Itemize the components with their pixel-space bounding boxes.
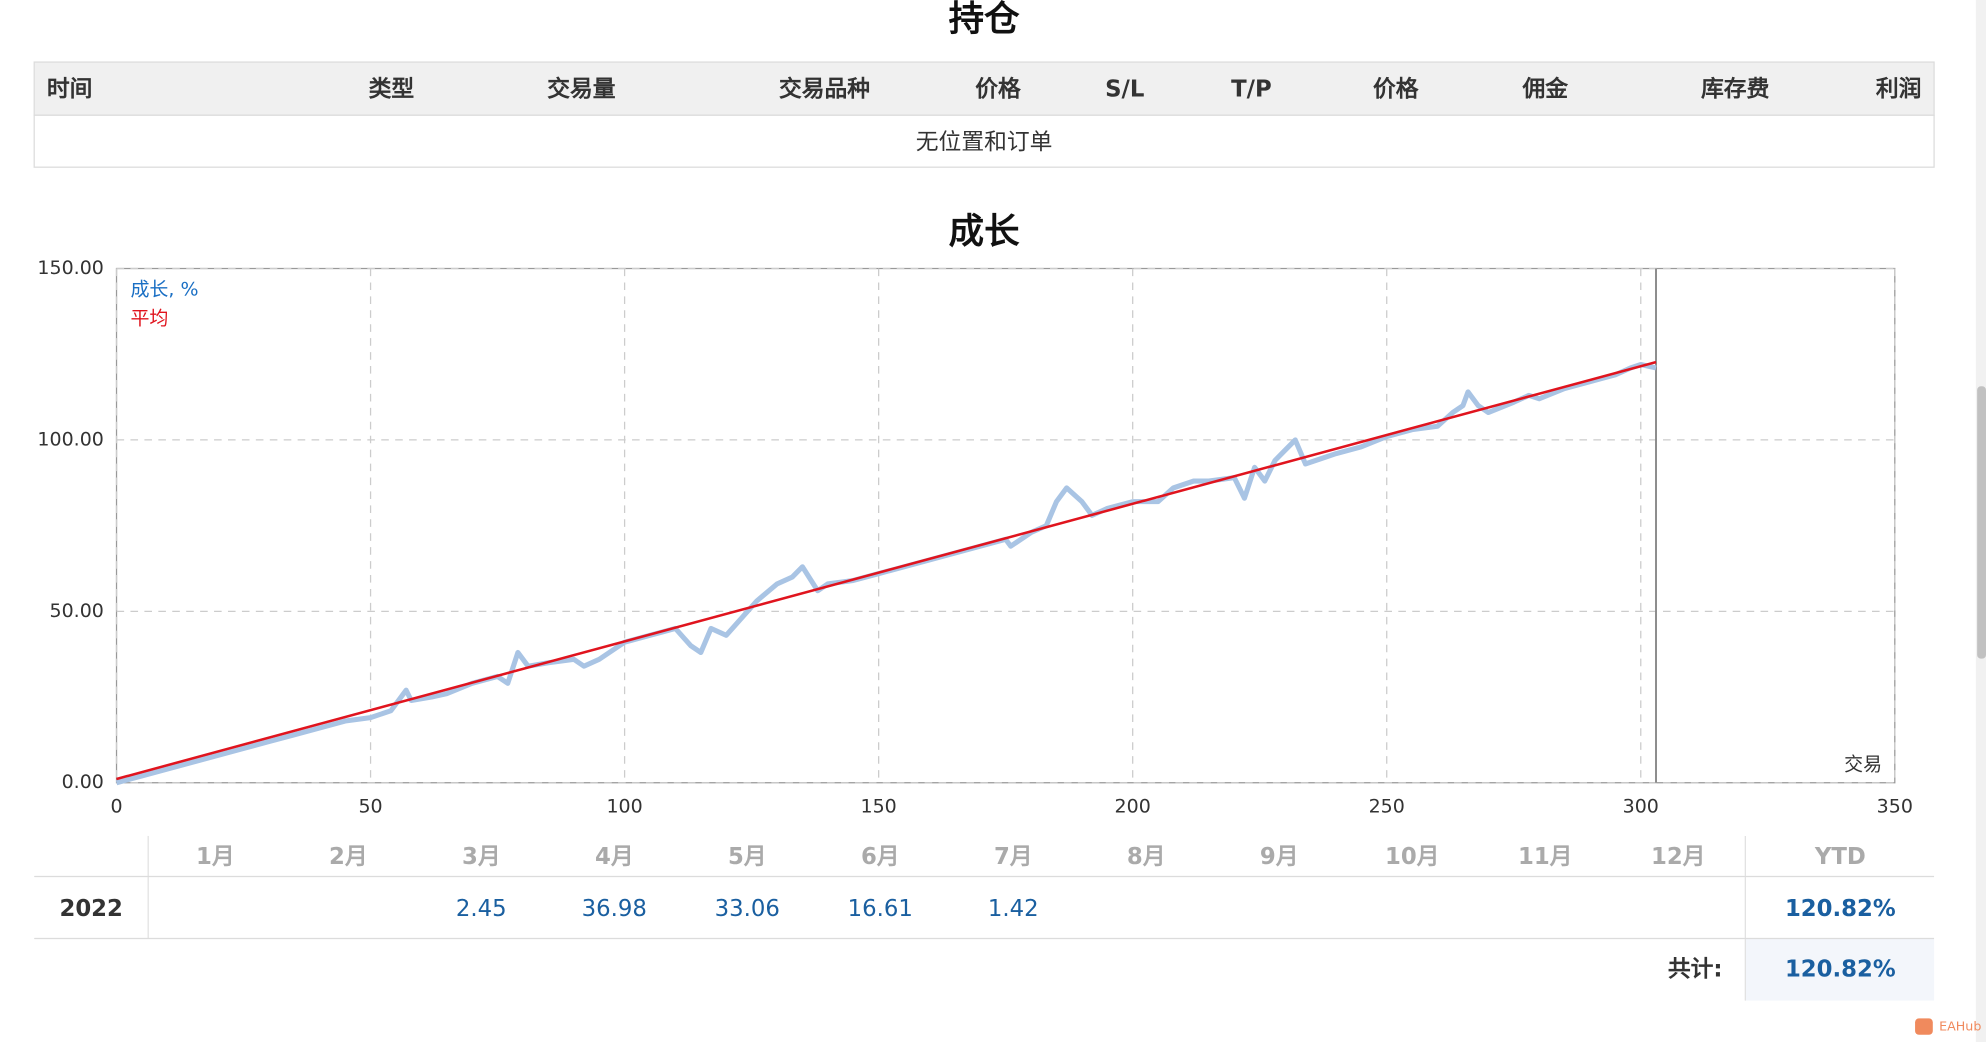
month-value: 2.45 bbox=[456, 896, 507, 922]
month-header: 7月 bbox=[994, 844, 1033, 870]
series-line bbox=[116, 360, 1657, 781]
table-header: 交易品种 bbox=[779, 75, 870, 102]
month-header: 10月 bbox=[1385, 844, 1439, 870]
total-cell-bg bbox=[1745, 938, 1935, 1001]
chart-title: 成长 bbox=[949, 211, 1020, 252]
table-header: 价格 bbox=[1373, 75, 1419, 102]
month-header: 4月 bbox=[595, 844, 634, 870]
month-header: 1月 bbox=[196, 844, 235, 870]
x-tick-label: 150 bbox=[861, 795, 897, 817]
month-header: 5月 bbox=[728, 844, 767, 870]
table-header: 库存费 bbox=[1701, 75, 1770, 102]
legend-entry: 平均 bbox=[130, 308, 168, 330]
x-tick-label: 300 bbox=[1623, 795, 1659, 817]
x-tick-label: 100 bbox=[606, 795, 642, 817]
table-header: 时间 bbox=[47, 76, 93, 102]
y-tick-label: 0.00 bbox=[62, 771, 104, 793]
series-line bbox=[115, 361, 1657, 786]
table-header: 交易量 bbox=[547, 75, 616, 102]
table-header: 利润 bbox=[1876, 75, 1922, 102]
month-header: 8月 bbox=[1127, 844, 1166, 870]
month-header: 11月 bbox=[1518, 844, 1572, 870]
month-value: 16.61 bbox=[848, 896, 913, 922]
empty-message: 无位置和订单 bbox=[916, 130, 1053, 156]
month-header: 2月 bbox=[329, 844, 368, 870]
y-tick-label: 100.00 bbox=[37, 428, 103, 450]
month-header: 9月 bbox=[1260, 844, 1299, 870]
legend-entry: 成长, % bbox=[130, 279, 198, 301]
table-header: S/L bbox=[1105, 76, 1144, 102]
x-tick-label: 350 bbox=[1877, 795, 1913, 817]
total-label: 共计: bbox=[1668, 957, 1723, 983]
y-tick-label: 150.00 bbox=[37, 257, 103, 279]
month-header: 12月 bbox=[1651, 844, 1705, 870]
x-tick-label: 250 bbox=[1369, 795, 1405, 817]
month-header: 3月 bbox=[462, 844, 501, 870]
watermark: EAHub bbox=[1939, 1019, 1981, 1034]
table-header-bg bbox=[33, 61, 1935, 116]
month-value: 36.98 bbox=[582, 896, 647, 922]
month-value: 1.42 bbox=[988, 896, 1039, 922]
table-header: 价格 bbox=[975, 75, 1021, 102]
total-value: 120.82% bbox=[1785, 957, 1896, 983]
x-tick-label: 200 bbox=[1115, 795, 1151, 817]
scrollbar-thumb[interactable] bbox=[1977, 386, 1986, 659]
table-header: 佣金 bbox=[1521, 75, 1568, 102]
table-header: 类型 bbox=[369, 76, 415, 102]
x-axis-label: 交易 bbox=[1844, 754, 1882, 776]
year-label: 2022 bbox=[59, 896, 122, 922]
watermark-icon bbox=[1915, 1018, 1933, 1035]
ytd-value: 120.82% bbox=[1785, 896, 1896, 922]
month-header: 6月 bbox=[861, 844, 900, 870]
month-value: 33.06 bbox=[715, 896, 780, 922]
month-header: YTD bbox=[1814, 844, 1866, 870]
x-tick-label: 0 bbox=[110, 795, 122, 817]
y-tick-label: 50.00 bbox=[50, 600, 104, 622]
x-tick-label: 50 bbox=[358, 795, 382, 817]
table-header: T/P bbox=[1231, 76, 1272, 102]
positions-title: 持仓 bbox=[949, 0, 1020, 39]
table-body-bg bbox=[33, 114, 1935, 168]
